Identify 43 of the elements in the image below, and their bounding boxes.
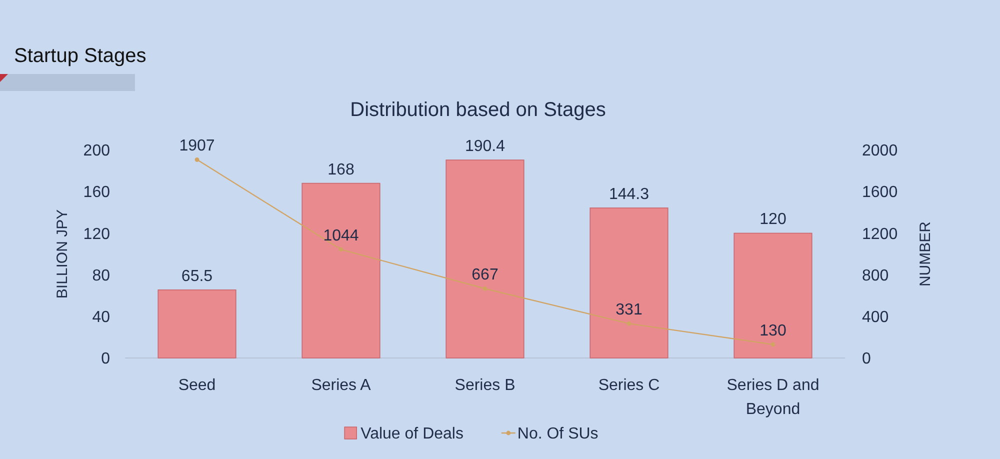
- data-label: 1044: [323, 227, 359, 244]
- y2-tick-label: 0: [862, 350, 871, 368]
- point: [482, 286, 488, 291]
- legend-label: Value of Deals: [360, 426, 464, 443]
- point: [194, 157, 200, 162]
- y-tick-label: 160: [83, 184, 110, 202]
- point: [770, 342, 776, 347]
- chart-title: Startup Stages: [14, 45, 146, 67]
- point: [338, 247, 344, 252]
- x-tick-label: Seed: [178, 377, 216, 394]
- data-label: 168: [328, 161, 354, 178]
- y2-tick-label: 400: [862, 309, 889, 326]
- bar: [158, 289, 236, 358]
- bar: [590, 208, 668, 358]
- data-label: 130: [760, 322, 786, 340]
- y2-axis-title: NUMBER: [917, 221, 934, 287]
- y-tick-label: 120: [83, 226, 110, 243]
- bar: [734, 232, 812, 358]
- y-axis-title: BILLION JPY: [54, 209, 71, 299]
- data-label: 65.5: [181, 268, 213, 285]
- y-tick-label: 0: [101, 350, 110, 368]
- y2-tick-label: 800: [862, 267, 889, 284]
- data-label: 667: [472, 266, 498, 284]
- x-tick-label: Series C: [598, 377, 660, 394]
- bar: [446, 160, 524, 358]
- y2-tick-label: 1600: [862, 184, 898, 202]
- x-tick-label: Series D and Beyond: [726, 377, 820, 418]
- x-tick-label: Series B: [454, 377, 516, 394]
- data-label: 1907: [179, 138, 215, 155]
- point: [626, 321, 632, 326]
- data-label: 190.4: [464, 138, 506, 155]
- data-label: 120: [760, 211, 786, 228]
- y-tick-label: 80: [92, 267, 110, 284]
- data-label: 331: [616, 302, 642, 319]
- data-label: 144.3: [608, 186, 650, 203]
- legend-label: No. Of SUs: [517, 426, 598, 443]
- y2-tick-label: 1200: [862, 226, 898, 243]
- y-tick-label: 200: [83, 142, 110, 160]
- x-tick-label: Series A: [311, 377, 372, 394]
- y-tick-label: 40: [92, 309, 110, 326]
- bar: [302, 182, 380, 358]
- chart-subtitle: Distribution based on Stages: [350, 99, 606, 121]
- y2-tick-label: 2000: [862, 142, 898, 160]
